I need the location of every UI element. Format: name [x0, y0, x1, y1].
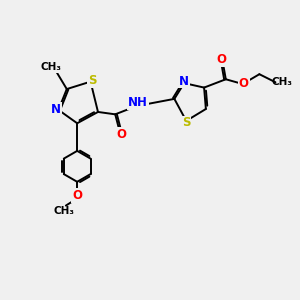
- Text: N: N: [178, 74, 189, 88]
- Text: NH: NH: [128, 96, 148, 109]
- Text: CH₃: CH₃: [272, 77, 292, 87]
- Text: O: O: [238, 76, 249, 90]
- Text: N: N: [51, 103, 61, 116]
- Text: S: S: [182, 116, 190, 130]
- Text: CH₃: CH₃: [41, 62, 62, 72]
- Text: CH₃: CH₃: [54, 206, 75, 216]
- Text: O: O: [116, 128, 126, 141]
- Text: O: O: [216, 53, 226, 66]
- Text: S: S: [88, 74, 96, 87]
- Text: O: O: [72, 189, 82, 202]
